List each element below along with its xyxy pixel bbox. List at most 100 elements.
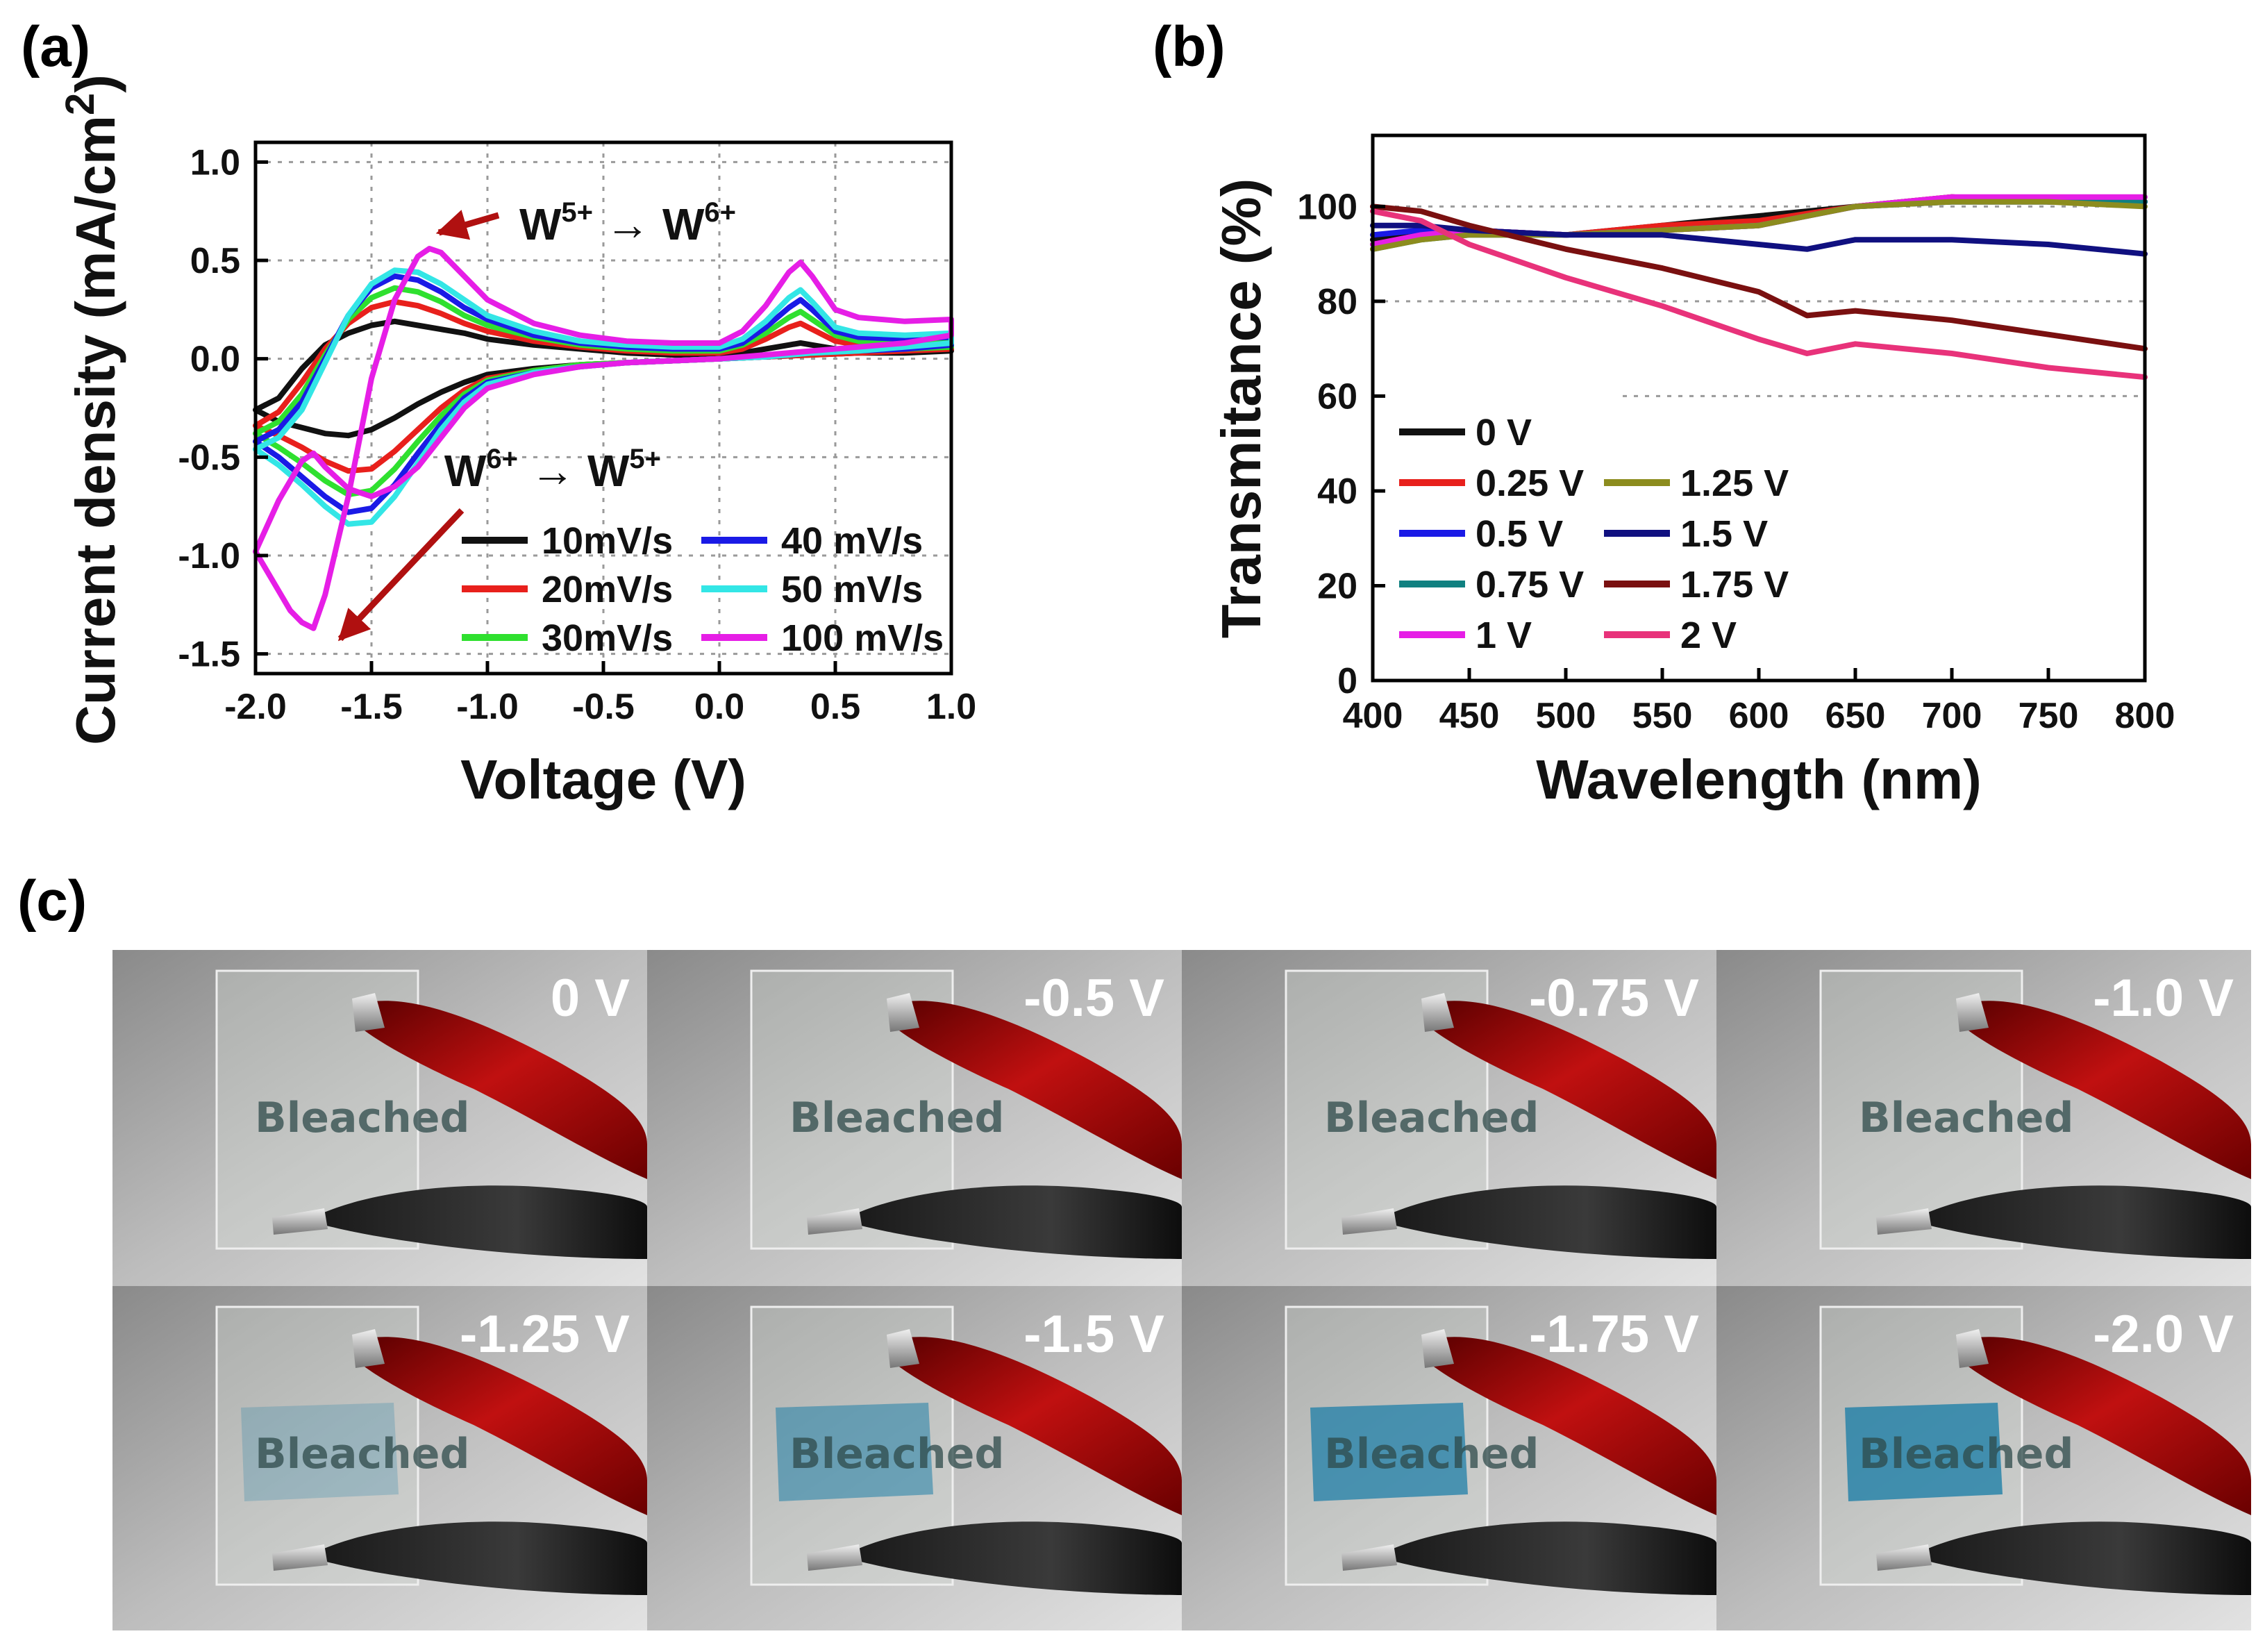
legend-a-label-50-mv-s: 50 mV/s bbox=[781, 569, 923, 610]
panel-b-legend: 0 V 0.25 V 0.5 V 0.75 V 1 V 1.25 V 1.5 V 1.75 V… bbox=[1399, 412, 1789, 656]
panel-a-x-tick-label: -1.0 bbox=[456, 687, 519, 727]
legend-a-label-10mv-s: 10mV/s bbox=[542, 520, 673, 562]
bleached-text: Bleached bbox=[789, 1430, 1004, 1478]
photo-cell-3: Bleached -0.75 V bbox=[1182, 950, 1716, 1286]
red-clip-jaw bbox=[1421, 993, 1454, 1032]
panel-b-y-tick-label: 60 bbox=[1317, 376, 1357, 417]
series-b-1-75-v bbox=[1370, 203, 2148, 352]
black-clip-jaw bbox=[1342, 1208, 1397, 1235]
legend-a-label-30mv-s: 30mV/s bbox=[542, 617, 673, 659]
panel-a-y-tick-label: -1.0 bbox=[178, 536, 240, 576]
series-a-100-mv-s bbox=[253, 246, 954, 631]
panel-a-x-tick-label: -0.5 bbox=[572, 687, 635, 727]
photo-voltage-label: -1.0 V bbox=[2093, 969, 2234, 1028]
legend-b-label-1-v: 1 V bbox=[1476, 615, 1532, 656]
legend-b-label-1-75-v: 1.75 V bbox=[1680, 564, 1789, 606]
series-a-30mv-s bbox=[253, 285, 954, 498]
black-clip bbox=[1390, 1185, 1716, 1259]
black-clip bbox=[855, 1185, 1182, 1259]
legend-a-label-20mv-s: 20mV/s bbox=[542, 569, 673, 610]
panel-b-x-tick-label: 600 bbox=[1729, 696, 1789, 736]
electrochromic-patch bbox=[241, 1403, 399, 1501]
panel-b-x-tick-label: 550 bbox=[1632, 696, 1693, 736]
red-clip-jaw bbox=[887, 993, 919, 1032]
photo-voltage-label: -1.75 V bbox=[1529, 1305, 1699, 1364]
red-clip bbox=[359, 1001, 647, 1179]
black-clip-jaw bbox=[807, 1208, 862, 1235]
legend-b-label-2-v: 2 V bbox=[1680, 615, 1737, 656]
black-clip bbox=[321, 1521, 647, 1595]
bleached-text: Bleached bbox=[1859, 1094, 2073, 1142]
red-clip bbox=[1963, 1001, 2251, 1179]
panel-a-grid bbox=[256, 142, 951, 674]
red-clip bbox=[894, 1337, 1182, 1515]
panel-b-series bbox=[1370, 194, 2148, 381]
red-clip bbox=[359, 1337, 647, 1515]
red-clip-jaw bbox=[1421, 1329, 1454, 1368]
red-clip-jaw bbox=[352, 993, 385, 1032]
legend-a-label-40-mv-s: 40 mV/s bbox=[781, 520, 923, 562]
panel-a-y-axis-title-main: Current density (mA/cm bbox=[65, 115, 126, 745]
panel-a-y-axis-title-superscript: 2 bbox=[58, 93, 103, 115]
electrochromic-patch bbox=[1310, 1403, 1468, 1501]
black-clip-jaw bbox=[272, 1208, 328, 1235]
red-clip bbox=[894, 1001, 1182, 1179]
legend-b-label-0-75-v: 0.75 V bbox=[1476, 564, 1584, 606]
series-b-1-5-v bbox=[1370, 222, 2148, 257]
photo-cell-2: Bleached -0.5 V bbox=[647, 950, 1182, 1286]
panel-b-x-tick-label: 400 bbox=[1343, 696, 1403, 736]
panel-c-label: (c) bbox=[17, 869, 87, 933]
legend-b-label-1-25-v: 1.25 V bbox=[1680, 462, 1789, 504]
series-a-40-mv-s bbox=[253, 273, 954, 515]
black-clip bbox=[1925, 1185, 2251, 1259]
photo-voltage-label: -0.75 V bbox=[1529, 969, 1699, 1028]
panel-b-grid bbox=[1373, 205, 2145, 397]
photo-voltage-label: 0 V bbox=[551, 969, 630, 1028]
black-clip bbox=[855, 1521, 1182, 1595]
black-clip-jaw bbox=[272, 1544, 328, 1571]
bleached-text: Bleached bbox=[255, 1094, 469, 1142]
photo-cell-8: Bleached -2.0 V bbox=[1716, 1286, 2251, 1630]
series-a-50-mv-s bbox=[253, 267, 954, 527]
photo-cell-5: Bleached -1.25 V bbox=[112, 1286, 647, 1630]
panel-b-x-tick-label: 650 bbox=[1825, 696, 1886, 736]
legend-a-label-100-mv-s: 100 mV/s bbox=[781, 617, 944, 659]
photo-cell-6: Bleached -1.5 V bbox=[647, 1286, 1182, 1630]
panel-a-x-tick-label: 1.0 bbox=[926, 687, 976, 727]
panel-b-x-tick-label: 750 bbox=[2019, 696, 2079, 736]
black-clip bbox=[321, 1185, 647, 1259]
bleached-text: Bleached bbox=[1859, 1430, 2073, 1478]
electrochromic-patch bbox=[776, 1403, 933, 1501]
panel-a-x-tick-label: 0.5 bbox=[810, 687, 860, 727]
panel-b-y-tick-label: 0 bbox=[1337, 661, 1357, 701]
panel-a-legend: 10mV/s 20mV/s 30mV/s 40 mV/s 50 mV/s 100 mV/s bbox=[462, 520, 944, 659]
panel-b-label: (b) bbox=[1153, 15, 1226, 78]
photo-voltage-label: -1.25 V bbox=[460, 1305, 630, 1364]
panel-a-x-tick-label: -1.5 bbox=[340, 687, 403, 727]
red-clip-jaw bbox=[887, 1329, 919, 1368]
photo-cell-1: Bleached 0 V bbox=[112, 950, 647, 1286]
red-clip-jaw bbox=[1956, 993, 1989, 1032]
series-b-2-v bbox=[1370, 208, 2148, 381]
panel-c: (c) Bleached 0 V Bleached -0.5 V Bleached -0.… bbox=[17, 869, 2251, 1630]
annotation-reduction: W6+ → W5+ bbox=[444, 444, 661, 496]
panel-a-y-tick-label: -0.5 bbox=[178, 437, 240, 478]
photo-voltage-label: -0.5 V bbox=[1023, 969, 1164, 1028]
photo-voltage-label: -1.5 V bbox=[1023, 1305, 1164, 1364]
black-clip bbox=[1925, 1521, 2251, 1595]
photo-cell-4: Bleached -1.0 V bbox=[1716, 950, 2251, 1286]
panel-a: (a) -2.0 -1.5 -1.0 -0.5 0.0 0.5 1.0 1.0 0.5 0.0 -0… bbox=[21, 15, 976, 810]
legend-b-label-0-25-v: 0.25 V bbox=[1476, 462, 1584, 504]
red-clip bbox=[1963, 1337, 2251, 1515]
black-clip-jaw bbox=[1342, 1544, 1397, 1571]
red-clip-jaw bbox=[1956, 1329, 1989, 1368]
panel-a-x-axis-title: Voltage (V) bbox=[460, 749, 746, 810]
panel-a-y-axis-title: Current density (mA/cm2) bbox=[58, 74, 126, 745]
black-clip bbox=[1390, 1521, 1716, 1595]
panel-b-x-tick-label: 800 bbox=[2115, 696, 2175, 736]
arrow-oxidation bbox=[435, 210, 500, 240]
photo-voltage-label: -2.0 V bbox=[2093, 1305, 2234, 1364]
black-clip-jaw bbox=[807, 1544, 862, 1571]
bleached-text: Bleached bbox=[1324, 1430, 1539, 1478]
